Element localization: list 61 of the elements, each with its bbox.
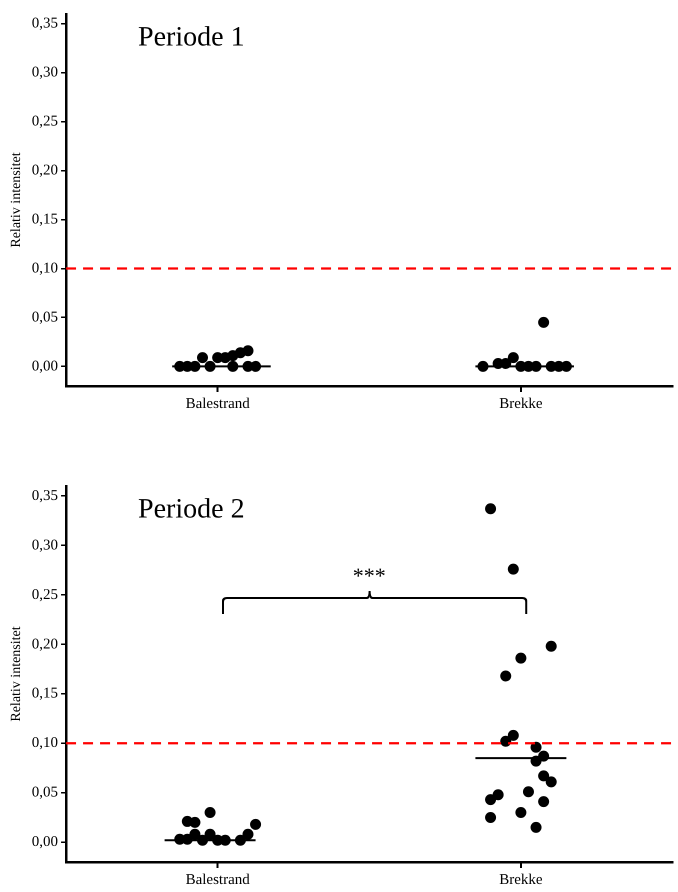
point — [477, 360, 488, 372]
y-tick-label: 0,25 — [32, 586, 58, 603]
x-tick-label: Brekke — [499, 396, 543, 412]
y-tick-label: 0,00 — [32, 358, 58, 374]
point — [204, 360, 216, 372]
point — [197, 834, 208, 846]
point — [250, 818, 262, 830]
point — [538, 796, 550, 808]
y-tick-label: 0,25 — [32, 114, 58, 130]
point — [515, 652, 526, 664]
x-tick-label: Brekke — [499, 872, 543, 888]
y-tick-label: 0,15 — [32, 686, 58, 702]
point — [546, 776, 557, 788]
chart-title: Periode 2 — [138, 493, 245, 524]
point — [530, 822, 542, 833]
y-tick-label: 0,20 — [32, 636, 58, 652]
y-tick-label: 0,00 — [32, 834, 58, 850]
point — [530, 756, 542, 767]
y-axis-title: Relativ intensitet — [9, 626, 24, 722]
point — [538, 770, 550, 782]
point — [508, 352, 519, 364]
point — [234, 834, 246, 846]
point — [530, 360, 542, 372]
x-tick-label: Balestrand — [186, 872, 250, 888]
y-tick-label: 0,35 — [32, 16, 58, 32]
y-tick-label: 0,35 — [32, 488, 58, 504]
point — [522, 786, 534, 798]
point — [492, 789, 504, 800]
annotation: *** — [352, 562, 386, 588]
point — [174, 834, 186, 845]
y-axis-title: Relativ intensitet — [9, 152, 24, 248]
point — [189, 828, 200, 840]
point — [250, 360, 262, 372]
point — [538, 316, 550, 328]
y-tick-label: 0,05 — [32, 309, 58, 326]
y-tick-label: 0,10 — [32, 735, 58, 752]
point — [485, 794, 496, 806]
point — [485, 503, 496, 514]
point — [197, 352, 208, 364]
x-tick-label: Balestrand — [186, 396, 250, 412]
point — [530, 742, 542, 753]
point — [189, 816, 200, 828]
y-tick-label: 0,30 — [32, 64, 58, 81]
point — [538, 750, 550, 762]
y-tick-label: 0,30 — [32, 537, 58, 554]
point — [485, 812, 496, 823]
y-tick-label: 0,20 — [32, 162, 58, 179]
point — [242, 828, 254, 840]
point — [546, 640, 557, 652]
point — [515, 807, 526, 818]
point — [508, 564, 519, 575]
y-tick-label: 0,05 — [32, 784, 58, 801]
y-tick-label: 0,10 — [32, 260, 58, 276]
point — [508, 730, 519, 741]
point — [500, 670, 512, 682]
point — [242, 345, 254, 356]
point — [204, 807, 216, 818]
point — [227, 360, 238, 372]
y-tick-label: 0,15 — [32, 212, 58, 228]
point — [220, 834, 231, 846]
chart-title: Periode 1 — [138, 21, 245, 52]
